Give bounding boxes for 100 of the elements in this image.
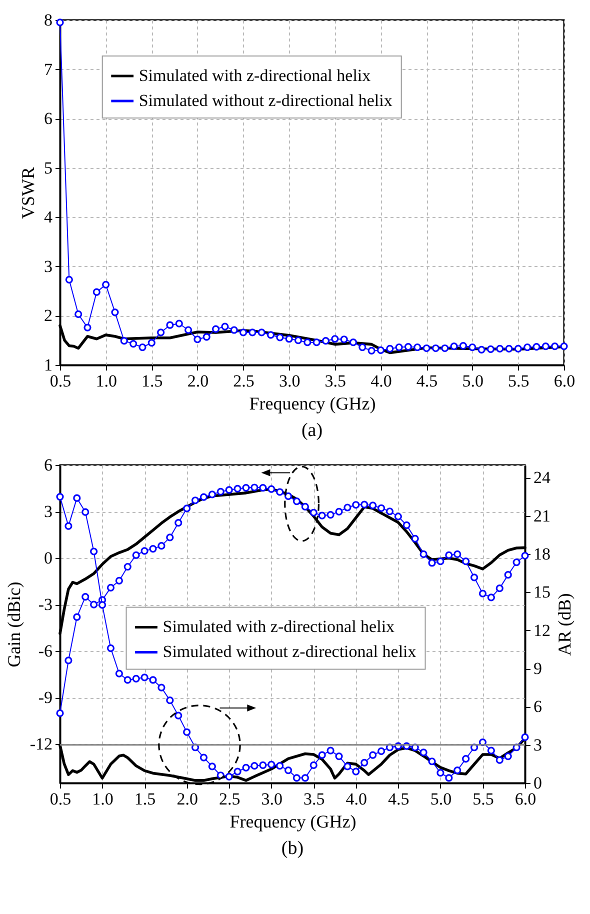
point: [285, 335, 293, 343]
x-tick-label: 3.0: [261, 790, 282, 808]
point: [115, 670, 123, 678]
point: [268, 485, 276, 493]
point: [542, 342, 550, 350]
point: [496, 756, 504, 764]
point: [335, 508, 343, 516]
point: [487, 746, 495, 754]
y-tick-label: 5: [44, 158, 52, 178]
point: [532, 342, 540, 351]
point: [98, 601, 106, 609]
point: [304, 338, 312, 346]
point: [148, 339, 156, 347]
point: [242, 484, 250, 492]
y2-tick-label: 15: [534, 582, 550, 602]
point: [344, 504, 352, 512]
point: [352, 768, 360, 776]
y-tick-label: 0: [44, 548, 52, 568]
point: [234, 484, 242, 493]
point: [318, 751, 326, 759]
point: [386, 344, 394, 353]
y2-tick-label: 3: [534, 735, 542, 754]
point: [258, 328, 266, 336]
point: [124, 562, 132, 571]
x-tick-label: 5.5: [472, 790, 494, 808]
point: [90, 600, 98, 608]
point: [92, 288, 100, 296]
point: [268, 760, 276, 768]
point: [140, 674, 148, 682]
y-tick-label: -9: [38, 688, 52, 708]
x-tick-label: 6.0: [514, 790, 536, 808]
point: [208, 762, 216, 770]
x-tick-label: 2.5: [233, 372, 254, 390]
point: [194, 336, 202, 344]
point: [216, 488, 224, 496]
point: [486, 345, 494, 354]
y-tick-label: -12: [30, 734, 52, 754]
point: [65, 276, 73, 284]
point: [64, 656, 72, 664]
x-tick-label: 4.0: [370, 372, 392, 390]
point: [157, 328, 165, 336]
point: [360, 500, 368, 508]
point: [225, 772, 233, 780]
point: [208, 490, 216, 498]
y-tick-label: 2: [44, 306, 52, 326]
point: [149, 676, 157, 684]
point: [184, 326, 192, 334]
point: [230, 326, 238, 334]
y-tick-label: 3: [44, 502, 52, 522]
point: [73, 494, 81, 502]
point: [358, 343, 366, 352]
point: [130, 340, 138, 348]
y-tick-label: -6: [38, 642, 52, 661]
x-tick-label: 4.5: [388, 790, 410, 808]
point: [420, 748, 428, 756]
x-tick-label: 2.5: [218, 790, 240, 808]
point: [200, 493, 208, 501]
point: [420, 550, 428, 558]
point: [318, 512, 326, 520]
point: [459, 342, 467, 350]
y2-tick-label: 18: [534, 544, 550, 564]
point: [158, 684, 166, 692]
point: [521, 552, 529, 560]
y2-tick-label: 9: [534, 659, 542, 678]
point: [102, 280, 110, 288]
point: [454, 550, 462, 558]
x-tick-label: 1.0: [92, 790, 114, 808]
x-tick-label: 3.5: [304, 790, 325, 808]
x-tick-label: 5.0: [430, 790, 452, 808]
point: [326, 511, 334, 519]
y-tick-label: 8: [44, 10, 52, 30]
point: [470, 574, 478, 582]
y-tick-label: 7: [44, 60, 53, 79]
point: [310, 508, 318, 516]
point: [266, 331, 275, 339]
point: [504, 571, 512, 579]
point: [132, 551, 140, 559]
point: [422, 344, 430, 352]
legend-label: Simulated without z-directional helix: [162, 642, 417, 662]
point: [276, 334, 284, 342]
point: [445, 774, 453, 782]
y-axis-title: VSWR: [18, 166, 38, 220]
x-tick-label: 4.5: [416, 372, 438, 390]
point: [310, 761, 318, 769]
point: [301, 502, 309, 511]
point: [468, 343, 476, 352]
point: [450, 342, 458, 350]
point: [225, 486, 233, 494]
point: [432, 344, 440, 352]
point: [174, 712, 182, 720]
x-tick-label: 0.5: [50, 372, 72, 390]
point: [368, 346, 376, 354]
y-tick-label: -3: [38, 595, 52, 614]
point: [454, 766, 462, 774]
point: [436, 558, 444, 566]
point: [191, 496, 200, 504]
point: [521, 733, 529, 741]
point: [242, 764, 250, 772]
point: [234, 768, 242, 776]
x-axis-title: Frequency (GHz): [230, 812, 356, 832]
